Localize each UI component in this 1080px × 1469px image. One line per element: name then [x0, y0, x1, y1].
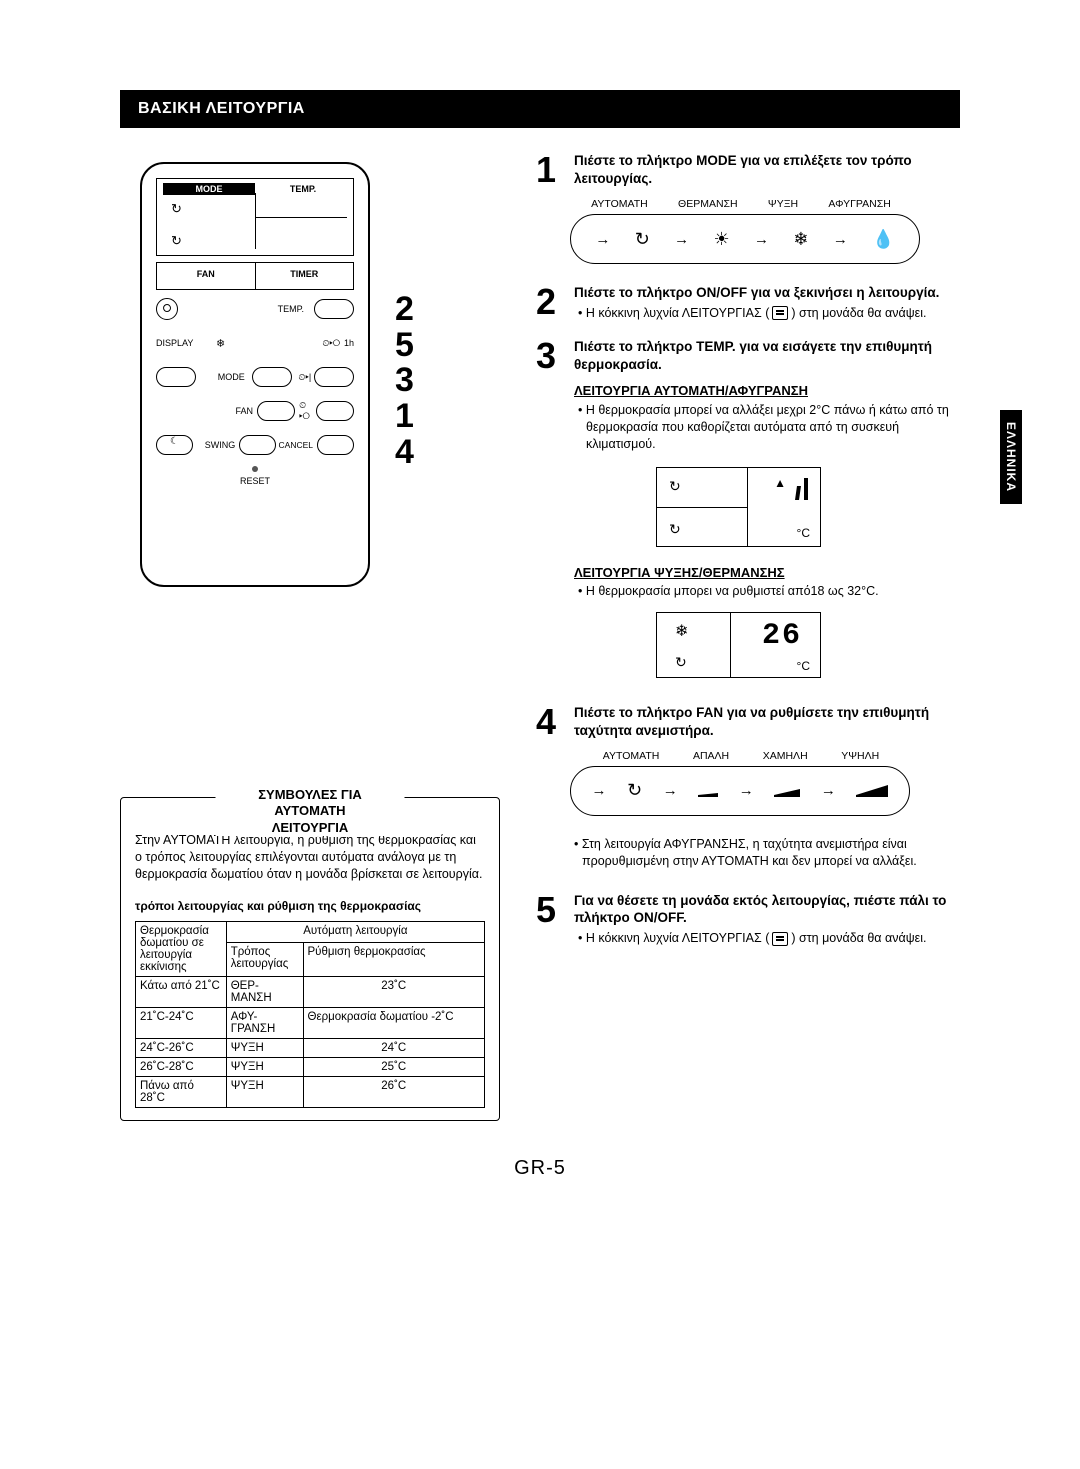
auto-icon: ↻ — [627, 780, 642, 801]
onoff-button[interactable]: ⭘ — [156, 298, 178, 320]
step-number: 4 — [536, 704, 564, 740]
temp-display-cool: ❄ ↻ 26 °C — [656, 612, 821, 678]
step-note: • Η θερμοκρασία μπορει να ρυθμιστεί από1… — [578, 584, 960, 598]
step-title: Πιέστε το πλήκτρο MODE για να επιλέξετε … — [574, 152, 960, 187]
auto-icon: ↻ — [635, 229, 650, 250]
step-number: 3 — [536, 338, 564, 453]
fan-label: FAN — [209, 406, 257, 416]
step-note: • Η κόκκινη λυχνία ΛΕΙΤΟΥΡΓΙΑΣ () στη μο… — [578, 931, 960, 946]
cool-icon: ❄ — [675, 621, 688, 641]
auto-icon: ↻ — [171, 233, 182, 249]
step-subtitle: ΛΕΙΤΟΥΡΓΙΑ ΨΥΞΗΣ/ΘΕΡΜΑΝΣΗΣ — [574, 565, 960, 580]
reset-hole — [252, 466, 258, 472]
step-title: Πιέστε το πλήκτρο TEMP. για να εισάγετε … — [574, 338, 960, 373]
timer-off-button[interactable] — [316, 401, 354, 421]
fan-cycle-diagram: →↻ → → → — [570, 766, 910, 816]
dry-icon: 💧 — [872, 229, 894, 250]
auto-icon: ↻ — [171, 201, 182, 217]
swing-label: SWING — [193, 440, 239, 450]
tips-table: Θερμοκρασία δωματίου σε λειτουργία εκκίν… — [135, 921, 485, 1108]
cancel-label: CANCEL — [276, 440, 317, 450]
temp-down-button[interactable] — [314, 299, 354, 319]
unit-lamp-icon — [772, 932, 788, 946]
section-header: ΒΑΣΙΚΗ ΛΕΙΤΟΥΡΓΙΑ — [120, 90, 960, 128]
display-label: DISPLAY — [156, 338, 212, 348]
remote-screen: MODE TEMP. ↻ ↻ — [156, 178, 354, 256]
step-subtitle: ΛΕΙΤΟΥΡΓΙΑ ΑΥΤΟΜΑΤΗ/ΑΦΥΓΡΑΝΣΗ — [574, 383, 960, 398]
step-title: Πιέστε το πλήκτρο FAN για να ρυθμίσετε τ… — [574, 704, 960, 739]
language-tab: ΕΛΛΗΝΙΚΑ — [1000, 410, 1022, 504]
callout-numbers: 2 5 3 1 4 — [395, 292, 414, 470]
step-number: 2 — [536, 284, 564, 320]
step-title: Για να θέσετε τη μονάδα εκτός λειτουργία… — [574, 892, 960, 927]
extra-button[interactable]: ☾ — [156, 435, 193, 455]
step-note: • Στη λειτουργία ΑΦΥΓΡΑΝΣΗΣ, η ταχύτητα … — [574, 836, 960, 870]
fan-button[interactable] — [257, 401, 295, 421]
degree-label: °C — [797, 659, 810, 673]
fan-low-icon — [698, 785, 718, 797]
auto-icon: ↻ — [669, 478, 681, 495]
unit-lamp-icon — [772, 306, 788, 320]
temp-label: TEMP. — [278, 304, 304, 314]
step-note: • Η κόκκινη λυχνία ΛΕΙΤΟΥΡΓΙΑΣ () στη μο… — [578, 306, 960, 321]
mode-cycle-diagram: →↻ →☀ →❄ →💧 — [570, 214, 920, 264]
up-arrow-icon: ▲ — [774, 476, 786, 490]
fan-med-icon — [774, 785, 800, 797]
swing-button[interactable] — [239, 435, 276, 455]
auto-icon: ↻ — [669, 521, 681, 538]
cool-icon: ❄ — [793, 229, 808, 250]
heat-icon: ☀ — [714, 229, 730, 250]
mode-label: MODE — [199, 372, 249, 382]
cancel-button[interactable] — [317, 435, 354, 455]
mode-button[interactable] — [252, 367, 292, 387]
screen-mode-label: MODE — [163, 183, 255, 195]
tips-intro: Στην ΑΥΤΟΜΑΤΗ λειτουργία, η ρύθμιση της … — [135, 832, 485, 883]
fan-high-icon — [856, 785, 888, 797]
display-button[interactable] — [156, 367, 196, 387]
reset-label: RESET — [240, 476, 270, 486]
remote-illustration: MODE TEMP. ↻ ↻ FAN TIMER ⭘ — [140, 162, 370, 587]
auto-icon: ↻ — [675, 654, 687, 671]
temp-value: 26 — [762, 619, 802, 653]
temp-display-auto: ↻ ↻ ▲ °C — [656, 467, 821, 547]
tips-subtitle: τρόποι λειτουργίας και ρύθμιση της θερμο… — [135, 899, 485, 913]
step-title: Πιέστε το πλήκτρο ON/OFF για να ξεκινήσε… — [574, 284, 960, 302]
tips-title: ΣΥΜΒΟΥΛΕΣ ΓΙΑ ΑΥΤΟΜΑΤΗ ΛΕΙΤΟΥΡΓΙΑ — [216, 787, 405, 836]
step-number: 1 — [536, 152, 564, 188]
timer-on-button[interactable] — [314, 367, 354, 387]
tips-box: ΣΥΜΒΟΥΛΕΣ ΓΙΑ ΑΥΤΟΜΑΤΗ ΛΕΙΤΟΥΡΓΙΑ Στην Α… — [120, 797, 500, 1121]
page-number: GR-5 — [120, 1157, 960, 1180]
screen-temp-label: TEMP. — [259, 183, 347, 195]
oneh-label: 1h — [344, 338, 354, 348]
step-note: • Η θερμοκρασία μπορεί να αλλάξει μεχρι … — [578, 402, 960, 453]
degree-label: °C — [797, 526, 810, 540]
step-number: 5 — [536, 892, 564, 946]
mode-cycle-labels: ΑΥΤΟΜΑΤΗ ΘΕΡΜΑΝΣΗ ΨΥΞΗ ΑΦΥΓΡΑΝΣΗ — [576, 198, 906, 210]
fan-cycle-labels: ΑΥΤΟΜΑΤΗ ΑΠΑΛΗ ΧΑΜΗΛΗ ΥΨΗΛΗ — [586, 750, 896, 762]
remote-row-labels: FAN TIMER — [156, 262, 354, 290]
